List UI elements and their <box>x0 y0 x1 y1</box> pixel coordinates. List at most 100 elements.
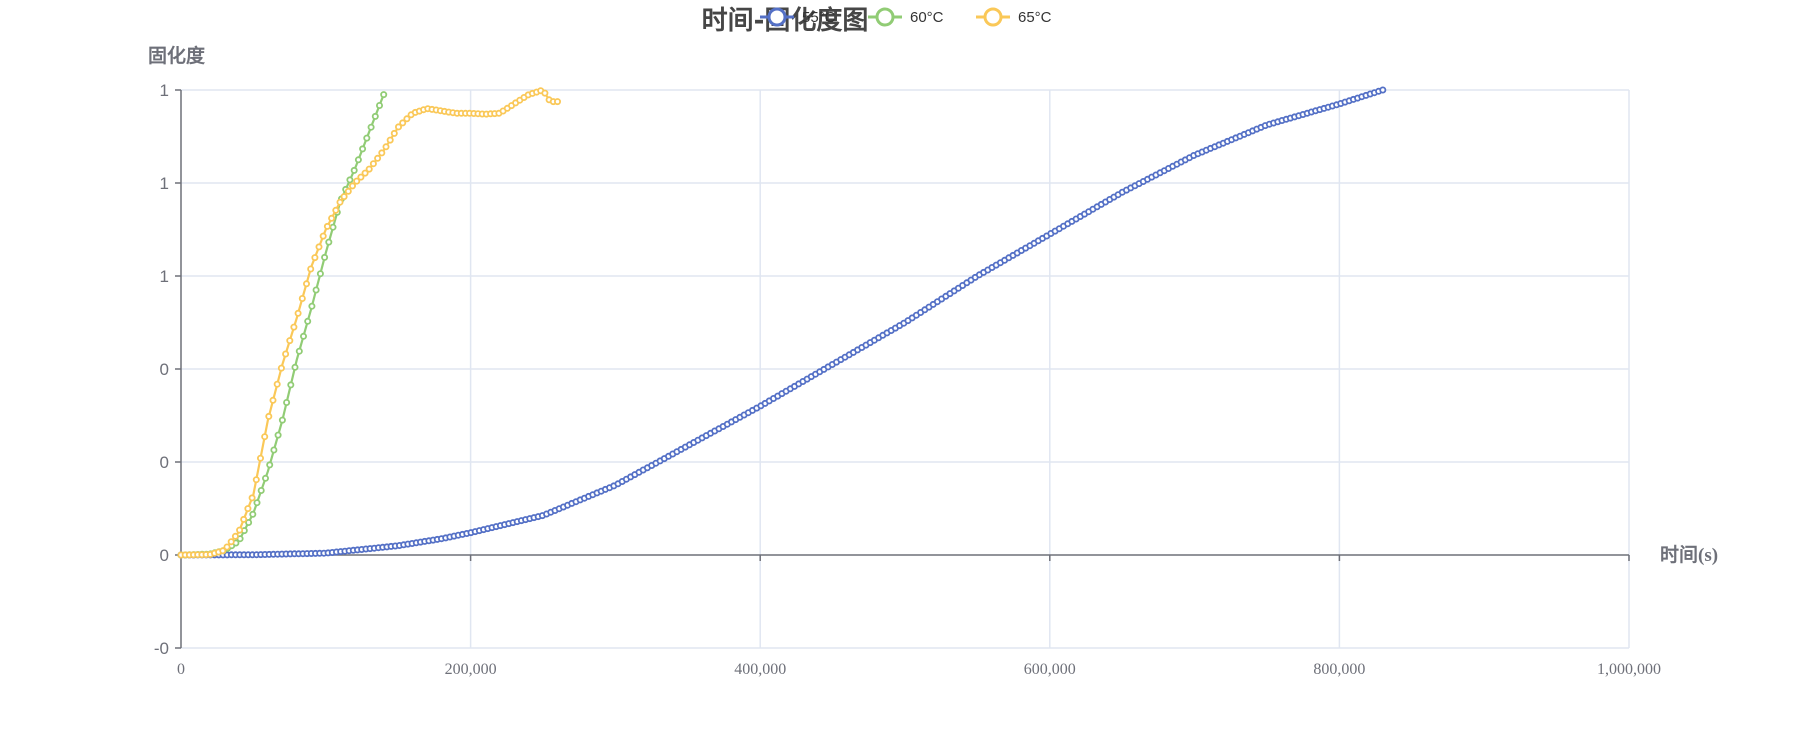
data-point-60C <box>329 223 337 231</box>
data-point-65C <box>382 143 390 151</box>
data-point-65C <box>340 193 348 201</box>
data-point-60C <box>299 332 307 340</box>
x-axis-name: 时间(s) <box>1660 544 1718 566</box>
data-point-65C <box>244 505 252 513</box>
data-point-65C <box>554 98 562 106</box>
data-point-65C <box>319 232 327 240</box>
data-point-60C <box>375 102 383 110</box>
legend-label: 55°C <box>802 9 836 26</box>
data-point-60C <box>245 519 253 527</box>
data-point-65C <box>273 380 281 388</box>
data-point-65C <box>294 309 302 317</box>
data-point-65C <box>386 136 394 144</box>
data-point-65C <box>332 206 340 214</box>
data-point-65C <box>328 214 336 222</box>
y-tick-label: 1 <box>160 267 169 286</box>
data-point-60C <box>380 91 388 99</box>
data-point-60C <box>316 270 324 278</box>
y-tick-label: 0 <box>160 453 169 472</box>
data-point-65C <box>336 198 344 206</box>
x-tick-label: 1,000,000 <box>1597 661 1661 678</box>
legend-item-65C[interactable]: 65°C <box>976 7 1052 27</box>
series-65C <box>177 87 562 559</box>
x-tick-label: 800,000 <box>1313 661 1365 678</box>
series-line-60C <box>180 94 385 557</box>
grid <box>181 89 1630 649</box>
data-point-65C <box>353 177 361 185</box>
data-point-60C <box>346 176 354 184</box>
data-point-65C <box>357 173 365 181</box>
data-point-65C <box>369 160 377 168</box>
x-tick-label: 400,000 <box>734 661 786 678</box>
data-point-65C <box>261 433 269 441</box>
legend-circle-icon <box>983 7 1003 27</box>
data-point-65C <box>315 243 323 251</box>
data-point-65C <box>374 154 382 162</box>
data-point-65C <box>403 115 411 123</box>
data-point-60C <box>354 156 362 164</box>
data-point-65C <box>390 129 398 137</box>
data-point-60C <box>321 253 329 261</box>
series-group <box>177 86 1387 559</box>
y-axis-name: 固化度 <box>148 44 206 67</box>
data-point-65C <box>256 454 264 462</box>
axes: -0 0 0 0 1 1 1 0 200,000 400,000 600,000 800,000 1,0… <box>154 81 1661 678</box>
data-point-65C <box>282 350 290 358</box>
data-point-65C <box>298 294 306 302</box>
data-point-65C <box>394 123 402 131</box>
data-point-65C <box>323 222 331 230</box>
data-point-60C <box>278 416 286 424</box>
data-point-65C <box>252 476 260 484</box>
x-tick-label: 200,000 <box>445 661 497 678</box>
y-tick-label: 0 <box>160 546 169 565</box>
data-point-60C <box>261 474 269 482</box>
legend-item-60C[interactable]: 60°C <box>868 7 944 27</box>
data-point-60C <box>325 238 333 246</box>
data-point-60C <box>359 145 367 153</box>
data-point-65C <box>302 280 310 288</box>
legend-circle-icon <box>875 7 895 27</box>
data-point-60C <box>308 302 316 310</box>
data-point-60C <box>350 166 358 174</box>
series-60C <box>177 91 388 559</box>
legend-item-55C[interactable]: 55°C <box>760 7 836 27</box>
data-point-60C <box>257 486 265 494</box>
series-line-65C <box>180 88 558 557</box>
y-tick-label: 1 <box>160 81 169 100</box>
data-point-60C <box>249 510 257 518</box>
data-point-65C <box>236 526 244 534</box>
data-point-60C <box>253 499 261 507</box>
series-55C <box>177 86 1387 559</box>
data-point-65C <box>269 396 277 404</box>
data-point-60C <box>287 381 295 389</box>
data-point-65C <box>541 89 549 97</box>
data-point-60C <box>295 347 303 355</box>
data-point-65C <box>290 323 298 331</box>
data-point-65C <box>365 165 373 173</box>
data-point-65C <box>223 543 231 551</box>
data-point-65C <box>361 169 369 177</box>
legend-circle-icon <box>767 7 787 27</box>
data-point-65C <box>231 532 239 540</box>
data-point-65C <box>277 364 285 372</box>
y-tick-label: -0 <box>154 639 169 658</box>
data-point-60C <box>270 446 278 454</box>
data-point-55C <box>1379 86 1387 94</box>
data-point-65C <box>344 187 352 195</box>
data-point-60C <box>283 398 291 406</box>
x-tick-label: 0 <box>177 661 185 678</box>
data-point-65C <box>227 538 235 546</box>
data-point-60C <box>266 461 274 469</box>
data-point-65C <box>311 254 319 262</box>
data-point-65C <box>240 515 248 523</box>
data-point-60C <box>371 112 379 120</box>
data-point-60C <box>291 363 299 371</box>
data-point-65C <box>348 182 356 190</box>
y-tick-label: 1 <box>160 174 169 193</box>
data-point-60C <box>304 317 312 325</box>
data-point-60C <box>367 123 375 131</box>
legend-label: 60°C <box>910 9 944 26</box>
data-point-65C <box>286 337 294 345</box>
x-tick-label: 600,000 <box>1024 661 1076 678</box>
